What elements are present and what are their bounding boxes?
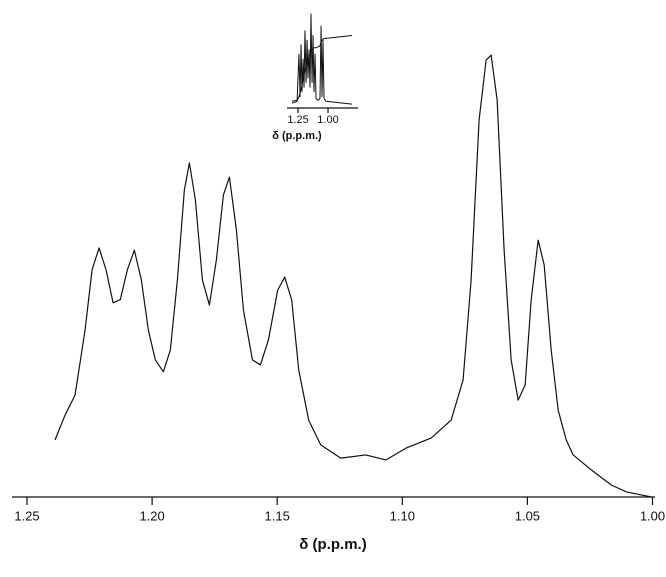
spectrum-line	[291, 35, 353, 102]
x-tick-label: 1.25	[14, 508, 39, 523]
x-tick-label: 1.15	[265, 508, 290, 523]
x-tick-label: 1.25	[287, 114, 308, 126]
spectrum-line	[291, 13, 353, 105]
x-tick-label: 1.00	[317, 114, 338, 126]
x-axis-label: δ (p.p.m.)	[299, 536, 366, 553]
x-tick-label: 1.10	[390, 508, 415, 523]
x-tick-label: 1.05	[515, 508, 540, 523]
x-tick-label: 1.20	[139, 508, 164, 523]
x-axis-label: δ (p.p.m.)	[272, 130, 322, 142]
x-tick-label: 1.00	[640, 508, 665, 523]
spectrum-line	[54, 54, 652, 498]
